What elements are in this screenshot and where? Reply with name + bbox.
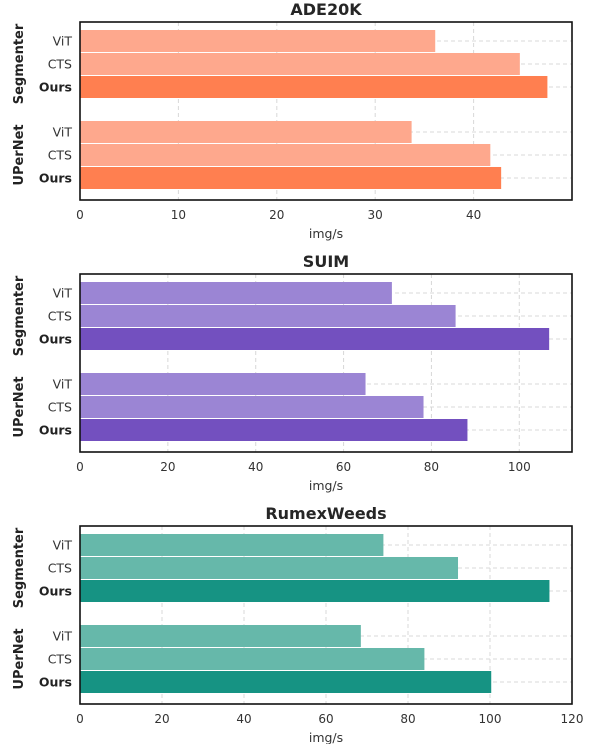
x-tick-label: 0	[76, 460, 84, 474]
bar-segmenter-cts	[80, 53, 520, 75]
group-label: Segmenter	[12, 23, 27, 104]
x-tick-label: 10	[171, 208, 186, 222]
bar-segmenter-cts	[80, 305, 456, 327]
chart-title: RumexWeeds	[265, 504, 386, 523]
category-label: Ours	[39, 80, 72, 95]
category-label: Ours	[39, 675, 72, 690]
chart-panel-2: SUIM ViT CTS Ours ViT CTS Ours Segmenter UPerNet…	[12, 252, 573, 493]
category-label: Ours	[39, 423, 72, 438]
chart-panel-3: RumexWeeds ViT CTS Ours ViT CTS Ours Segmenter U…	[12, 504, 583, 744]
x-tick-label: 100	[508, 460, 531, 474]
category-label: ViT	[53, 538, 73, 553]
bar-upernet-cts	[80, 396, 424, 418]
category-label: Ours	[39, 584, 72, 599]
bar-upernet-vit	[80, 373, 366, 395]
bar-segmenter-vit	[80, 30, 436, 52]
bar-upernet-cts	[80, 144, 491, 166]
bar-segmenter-vit	[80, 534, 384, 556]
category-label: CTS	[48, 309, 72, 324]
chart-panel-1: ADE20K ViT CTS Ours ViT CTS Ours Segmenter UPerN…	[12, 0, 573, 241]
group-label: Segmenter	[12, 275, 27, 356]
bar-segmenter-ours	[80, 580, 550, 602]
group-label: Segmenter	[12, 527, 27, 608]
x-tick-label: 40	[248, 460, 263, 474]
x-axis-label: img/s	[309, 730, 343, 744]
x-axis-label: img/s	[309, 478, 343, 493]
bar-segmenter-vit	[80, 282, 392, 304]
x-tick-label: 80	[400, 712, 415, 726]
x-tick-label: 40	[466, 208, 481, 222]
bar-upernet-cts	[80, 648, 425, 670]
bar-upernet-ours	[80, 167, 502, 189]
x-tick-label: 100	[479, 712, 502, 726]
bar-segmenter-cts	[80, 557, 459, 579]
group-label: UPerNet	[12, 628, 27, 689]
x-tick-label: 20	[154, 712, 169, 726]
plot-frame	[79, 525, 573, 705]
category-label: CTS	[48, 400, 72, 415]
category-label: ViT	[53, 286, 73, 301]
x-tick-label: 20	[269, 208, 284, 222]
bar-segmenter-ours	[80, 328, 550, 350]
chart-title: SUIM	[303, 252, 349, 271]
category-label: ViT	[53, 34, 73, 49]
x-axis-label: img/s	[309, 226, 343, 241]
category-label: Ours	[39, 171, 72, 186]
x-tick-label: 60	[318, 712, 333, 726]
x-tick-label: 30	[368, 208, 383, 222]
category-label: CTS	[48, 57, 72, 72]
group-label: UPerNet	[12, 124, 27, 185]
x-tick-label: 60	[336, 460, 351, 474]
category-label: ViT	[53, 125, 73, 140]
category-label: ViT	[53, 629, 73, 644]
category-label: CTS	[48, 652, 72, 667]
group-label: UPerNet	[12, 376, 27, 437]
x-tick-label: 80	[424, 460, 439, 474]
bar-segmenter-ours	[80, 76, 548, 98]
plot-frame	[79, 21, 573, 201]
x-tick-label: 40	[236, 712, 251, 726]
bar-upernet-vit	[80, 625, 361, 647]
x-tick-label: 20	[160, 460, 175, 474]
bar-upernet-vit	[80, 121, 412, 143]
bar-upernet-ours	[80, 419, 468, 441]
category-label: Ours	[39, 332, 72, 347]
plot-frame	[79, 273, 573, 453]
chart-title: ADE20K	[290, 0, 362, 19]
bar-upernet-ours	[80, 671, 492, 693]
x-tick-label: 0	[76, 712, 84, 726]
category-label: ViT	[53, 377, 73, 392]
category-label: CTS	[48, 148, 72, 163]
x-tick-label: 120	[561, 712, 584, 726]
category-label: CTS	[48, 561, 72, 576]
x-tick-label: 0	[76, 208, 84, 222]
